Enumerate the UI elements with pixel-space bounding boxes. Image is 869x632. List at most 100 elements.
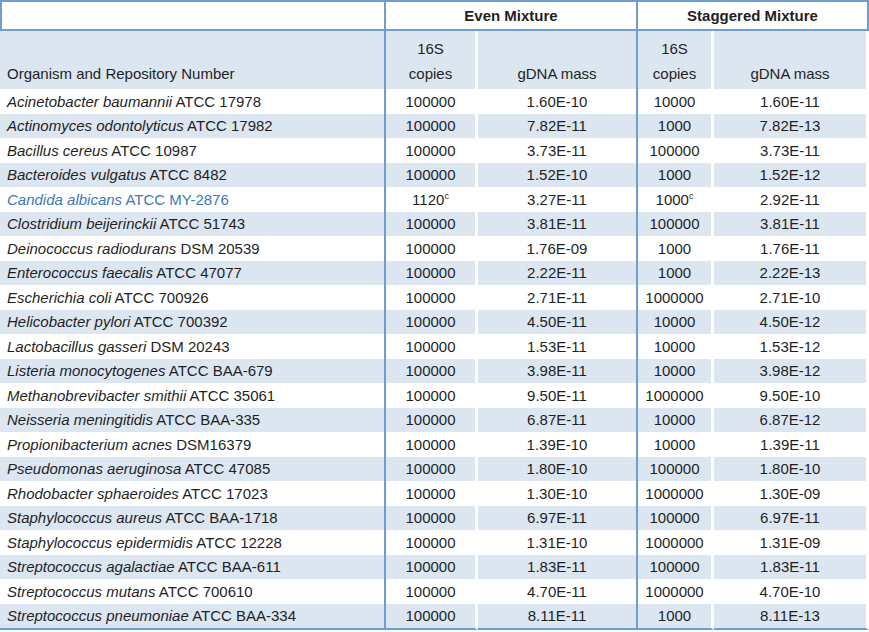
organism-cell: Staphylococcus aureus ATCC BAA-1718 [0, 506, 386, 531]
value: 100000 [649, 460, 699, 477]
organism-species: Listeria monocytogenes [7, 362, 165, 379]
value: 1.52E-10 [527, 166, 588, 183]
organism-repo: ATCC 47085 [185, 460, 271, 477]
value: 1.39E-11 [760, 436, 820, 453]
value: 10000 [654, 436, 696, 453]
organism-species: Rhodobacter sphaeroides [7, 485, 179, 502]
value: 1.83E-11 [760, 558, 820, 575]
table-row: Rhodobacter sphaeroides ATCC 17023100000… [0, 481, 869, 506]
organism-repo: DSM 20243 [150, 338, 229, 355]
value: 1000 [658, 607, 691, 624]
value: 100000 [405, 411, 455, 428]
value: 1000000 [645, 583, 703, 600]
table-row: Lactobacillus gasseri DSM 202431000001.5… [0, 334, 869, 359]
stag-gdna-cell: 3.73E-11 [714, 138, 869, 163]
table-row: Clostridium beijerinckii ATCC 51743 10000… [0, 212, 869, 237]
value: 10000 [654, 362, 696, 379]
value: 2.71E-10 [760, 289, 821, 306]
value: 3.73E-11 [527, 142, 587, 159]
even-gdna-cell: 1.76E-09 [478, 236, 638, 261]
even-16s-cell: 100000 [386, 506, 478, 531]
even-16s-cell: 100000 [386, 89, 478, 114]
even-16s-header: 16S copies [386, 31, 478, 89]
organism-cell: Streptococcus mutans ATCC 700610 [0, 579, 386, 604]
value: 100000 [405, 289, 455, 306]
organism-repo-link[interactable]: ATCC MY-2876 [125, 191, 228, 208]
value: 100000 [405, 583, 455, 600]
even-gdna-cell: 1.60E-10 [478, 89, 638, 114]
organism-cell: Bacteroides vulgatus ATCC 8482 [0, 163, 386, 188]
value: 1.76E-09 [527, 240, 588, 257]
value: 100000 [405, 240, 455, 257]
organism-cell: Pseudomonas aeruginosa ATCC 47085 [0, 457, 386, 482]
table-row: Enterococcus faecalis ATCC 470771000002.… [0, 261, 869, 286]
group-header-row: Even Mixture Staggered Mixture [0, 0, 869, 31]
organism-cell: Neisseria meningitidis ATCC BAA-335 [0, 408, 386, 433]
organism-column-header: Organism and Repository Number [0, 31, 386, 89]
value: 1.60E-10 [527, 93, 588, 110]
organism-species: Bacteroides vulgatus [7, 166, 146, 183]
organism-species-link[interactable]: Candida albicans [7, 191, 122, 208]
even-gdna-cell: 8.11E-11 [478, 604, 638, 631]
organism-cell: Rhodobacter sphaeroides ATCC 17023 [0, 481, 386, 506]
value: 100000 [405, 362, 455, 379]
stag-16s-header: 16S copies [638, 31, 714, 89]
even-16s-cell: 100000 [386, 604, 478, 631]
organism-repo: ATCC 17978 [175, 93, 261, 110]
stag-16s-cell: 1000 [638, 604, 714, 631]
value: 100000 [405, 460, 455, 477]
stag-gdna-cell: 2.71E-10 [714, 285, 869, 310]
stag-gdna-cell: 1.30E-09 [714, 481, 869, 506]
even-gdna-cell: 9.50E-11 [478, 383, 638, 408]
value: 2.22E-11 [527, 264, 587, 281]
value: 3.98E-11 [527, 362, 587, 379]
even-gdna-cell: 1.31E-10 [478, 530, 638, 555]
organism-cell: Bacillus cereus ATCC 10987 [0, 138, 386, 163]
value: 100000 [405, 166, 455, 183]
organism-repo: ATCC BAA-335 [156, 411, 260, 428]
organism-cell: Helicobacter pylori ATCC 700392 [0, 310, 386, 335]
organism-cell: Lactobacillus gasseri DSM 20243 [0, 334, 386, 359]
organism-species: Methanobrevibacter smithii [7, 387, 186, 404]
value: 1000000 [645, 289, 703, 306]
table-row: Escherichia coli ATCC 7009261000002.71E-… [0, 285, 869, 310]
value: 1.31E-09 [760, 534, 821, 551]
stag-16s-cell: 1000000 [638, 530, 714, 555]
organism-species: Pseudomonas aeruginosa [7, 460, 181, 477]
table-row: Streptococcus agalactiae ATCC BAA-611100… [0, 555, 869, 580]
table-row: Helicobacter pylori ATCC 7003921000004.5… [0, 310, 869, 335]
organism-species: Lactobacillus gasseri [7, 338, 146, 355]
organism-cell: Streptococcus pneumoniae ATCC BAA-334 [0, 604, 386, 631]
stag-gdna-cell: 1.31E-09 [714, 530, 869, 555]
value: 100000 [649, 215, 699, 232]
even-gdna-cell: 1.30E-10 [478, 481, 638, 506]
value: 2.71E-11 [527, 289, 587, 306]
organism-species: Acinetobacter baumannii [7, 93, 172, 110]
value: 6.87E-12 [760, 411, 821, 428]
even-16s-cell: 100000 [386, 432, 478, 457]
organism-repo: ATCC 12228 [196, 534, 282, 551]
organism-species: Staphylococcus aureus [7, 509, 162, 526]
organism-species: Staphylococcus epidermidis [7, 534, 193, 551]
even-gdna-cell: 4.70E-11 [478, 579, 638, 604]
even-mixture-header: Even Mixture [386, 0, 638, 31]
stag-gdna-header: gDNA mass [714, 31, 869, 89]
organism-species: Actinomyces odontolyticus [7, 117, 184, 134]
even-16s-cell: 1120c [386, 187, 478, 212]
organism-cell: Deinococcus radiodurans DSM 20539 [0, 236, 386, 261]
organism-cell: Enterococcus faecalis ATCC 47077 [0, 261, 386, 286]
table-row: Bacteroides vulgatus ATCC 8482 100000 1.52… [0, 163, 869, 188]
organism-repo: ATCC 17982 [187, 117, 273, 134]
even-gdna-cell: 1.83E-11 [478, 555, 638, 580]
organism-cell: Clostridium beijerinckii ATCC 51743 [0, 212, 386, 237]
even-16s-cell: 100000 [386, 114, 478, 139]
organism-species: Streptococcus agalactiae [7, 558, 175, 575]
organism-species: Streptococcus mutans [7, 583, 155, 600]
value: 7.82E-11 [527, 117, 587, 134]
value: 3.27E-11 [527, 191, 587, 208]
value: 3.81E-11 [527, 215, 587, 232]
stag-16s-cell: 100000 [638, 555, 714, 580]
stag-gdna-cell: 6.87E-12 [714, 408, 869, 433]
value: 100000 [405, 215, 455, 232]
organism-repo: ATCC 17023 [182, 485, 268, 502]
